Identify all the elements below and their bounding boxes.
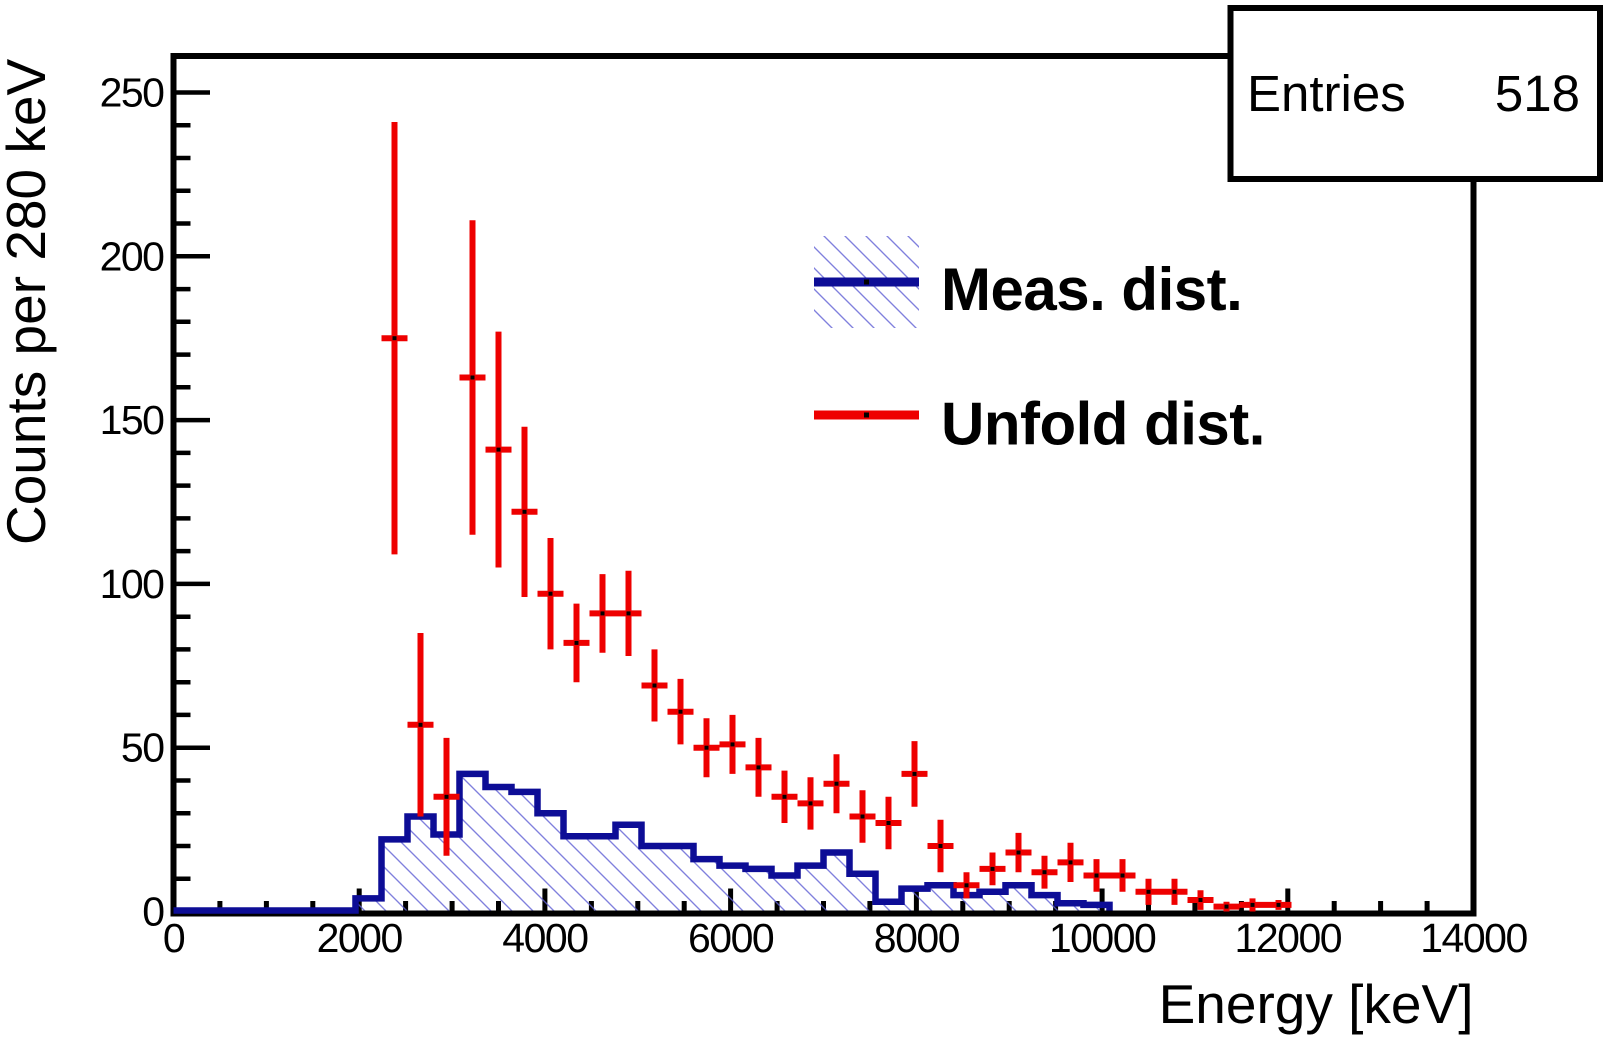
svg-text:Counts per 280 keV: Counts per 280 keV xyxy=(0,59,57,545)
svg-text:100: 100 xyxy=(100,561,165,607)
svg-text:Unfold dist.: Unfold dist. xyxy=(941,391,1265,458)
svg-text:10000: 10000 xyxy=(1049,915,1156,961)
svg-text:8000: 8000 xyxy=(874,915,960,961)
svg-text:12000: 12000 xyxy=(1235,915,1342,961)
svg-text:6000: 6000 xyxy=(688,915,774,961)
svg-text:518: 518 xyxy=(1495,65,1580,122)
svg-text:200: 200 xyxy=(100,233,165,279)
svg-text:Entries: Entries xyxy=(1247,65,1406,122)
svg-text:50: 50 xyxy=(121,725,164,771)
svg-text:0: 0 xyxy=(142,889,164,935)
svg-text:250: 250 xyxy=(100,70,165,116)
svg-text:Energy [keV]: Energy [keV] xyxy=(1159,973,1474,1035)
svg-text:Meas. dist.: Meas. dist. xyxy=(941,256,1242,323)
svg-text:4000: 4000 xyxy=(502,915,588,961)
svg-text:2000: 2000 xyxy=(317,915,403,961)
svg-text:150: 150 xyxy=(100,397,165,443)
svg-text:14000: 14000 xyxy=(1420,915,1527,961)
svg-text:0: 0 xyxy=(163,915,185,961)
